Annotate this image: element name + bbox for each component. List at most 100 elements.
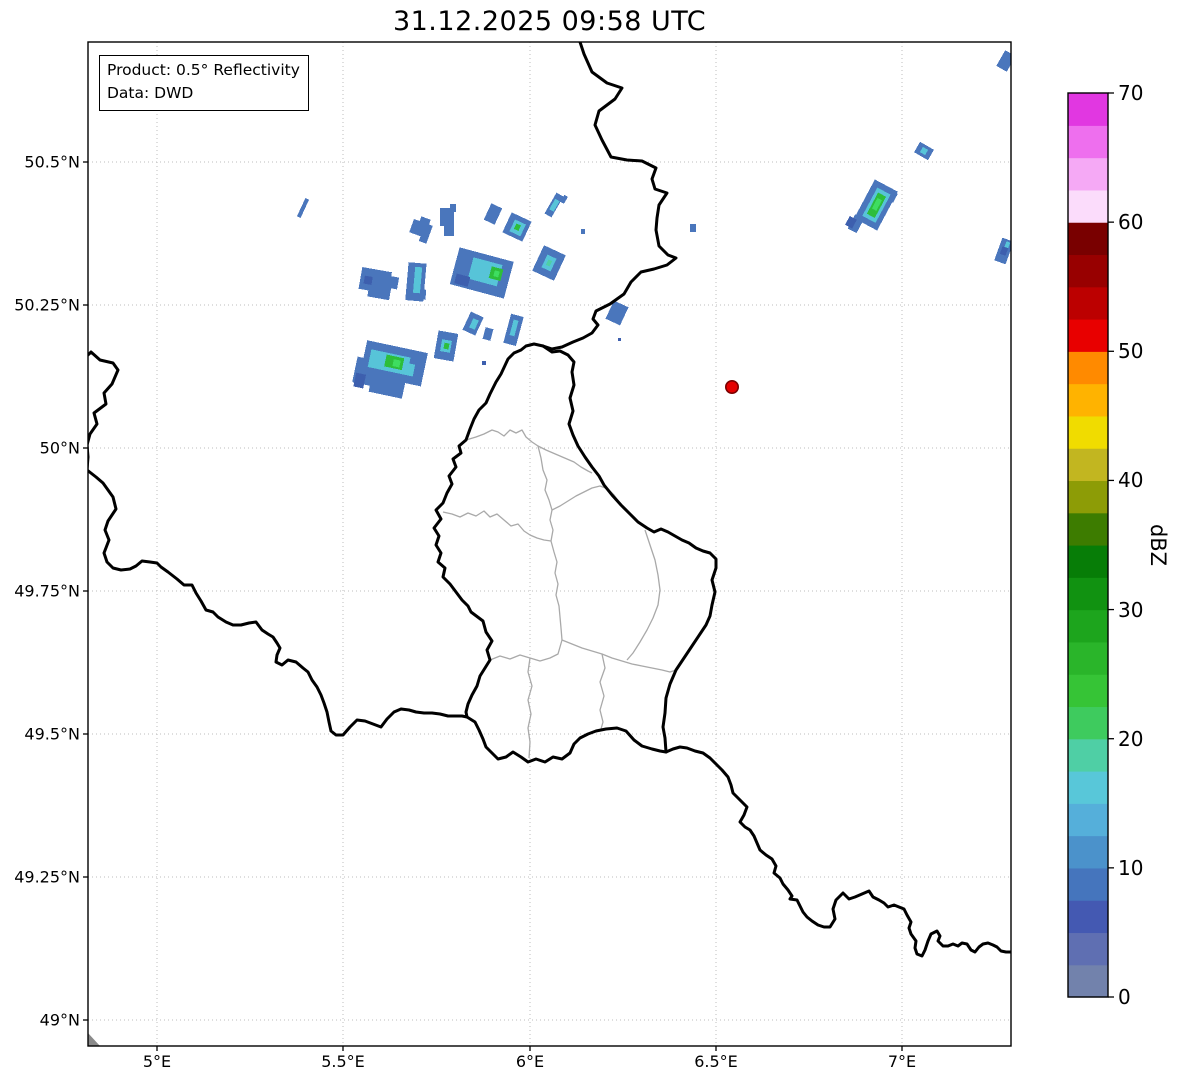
colorbar-frame xyxy=(1067,92,1109,998)
map-corner-fragment xyxy=(88,1033,100,1046)
colorbar-segment xyxy=(1068,867,1108,901)
country-border xyxy=(88,350,469,737)
y-tick-label: 50.5°N xyxy=(24,152,80,172)
echo-cell xyxy=(469,318,479,330)
admin-border xyxy=(561,639,677,673)
echo-cluster xyxy=(914,141,934,161)
echo-cell xyxy=(389,276,400,290)
colorbar-segment xyxy=(1068,577,1108,611)
radar-site-marker xyxy=(724,379,739,394)
echo-cluster xyxy=(502,212,532,242)
echo-cell xyxy=(847,214,865,234)
y-tick-label: 50.25°N xyxy=(14,295,80,315)
colorbar-segment xyxy=(1068,157,1108,191)
colorbar-segment xyxy=(1068,738,1108,772)
colorbar-tick-label: 60 xyxy=(1118,210,1144,235)
x-tick-label: 5°E xyxy=(142,1052,172,1071)
echo-cluster xyxy=(618,338,621,341)
colorbar-segment xyxy=(1068,706,1108,740)
y-tick-label: 49°N xyxy=(39,1010,80,1030)
echo-cluster xyxy=(581,229,585,234)
echo-cell xyxy=(513,223,521,231)
colorbar-segment xyxy=(1068,932,1108,966)
colorbar-tick-label: 50 xyxy=(1118,339,1144,364)
echo-cell xyxy=(919,146,929,156)
country-border xyxy=(541,42,678,351)
echo-cell xyxy=(996,50,1011,72)
echo-cell xyxy=(618,338,621,341)
colorbar-tick-label: 30 xyxy=(1118,597,1144,622)
echo-cell xyxy=(367,284,392,301)
echo-cell xyxy=(392,359,401,368)
echo-cluster xyxy=(532,245,566,281)
x-tick-label: 6°E xyxy=(515,1052,545,1071)
colorbar-segment xyxy=(1068,964,1108,998)
echo-cell xyxy=(545,259,553,267)
country-border xyxy=(432,342,545,719)
colorbar-segment xyxy=(1068,641,1108,675)
colorbar-segment xyxy=(1068,222,1108,256)
echo-cluster xyxy=(605,300,629,326)
colorbar-segment xyxy=(1068,351,1108,385)
colorbar-segment xyxy=(1068,415,1108,449)
colorbar-tick-label: 20 xyxy=(1118,726,1144,751)
echo-cluster xyxy=(483,203,503,225)
echo-cluster xyxy=(482,327,494,341)
admin-border xyxy=(489,639,563,662)
echo-cell xyxy=(419,289,427,300)
country-border xyxy=(664,745,1011,958)
echo-cluster xyxy=(433,330,459,362)
figure-title: 31.12.2025 09:58 UTC xyxy=(392,6,707,37)
colorbar-segment xyxy=(1068,448,1108,482)
reflectivity-echoes xyxy=(296,50,1011,399)
admin-border xyxy=(465,429,593,474)
colorbar-segment xyxy=(1068,674,1108,708)
colorbar-segment xyxy=(1068,835,1108,869)
echo-cell xyxy=(871,197,882,211)
echo-cell xyxy=(887,191,898,203)
x-tick-label: 6.5°E xyxy=(694,1052,738,1071)
echo-cluster xyxy=(845,179,898,234)
colorbar-tick-label: 70 xyxy=(1118,81,1144,105)
plot-area xyxy=(88,42,1011,1046)
echo-cell xyxy=(353,372,367,389)
echo-cell xyxy=(690,224,696,232)
colorbar-tick-label: 0 xyxy=(1118,985,1131,1009)
echo-cell xyxy=(549,198,560,212)
product-line: Product: 0.5° Reflectivity xyxy=(107,61,300,79)
echo-cell xyxy=(845,215,857,229)
echo-cluster xyxy=(690,224,696,232)
colorbar-segment xyxy=(1068,480,1108,514)
y-tick-label: 49.25°N xyxy=(14,867,80,887)
colorbar-segment xyxy=(1068,512,1108,546)
admin-border xyxy=(626,529,661,661)
y-tick-label: 49.75°N xyxy=(14,581,80,601)
echo-cell xyxy=(363,275,373,285)
admin-border xyxy=(442,510,552,542)
echo-cell xyxy=(409,353,422,366)
colorbar-segment xyxy=(1068,254,1108,288)
echo-cluster xyxy=(358,267,400,301)
echo-cluster xyxy=(440,204,456,236)
echo-cell xyxy=(581,229,585,234)
colorbar-tick-label: 40 xyxy=(1118,468,1144,493)
x-tick-label: 7°E xyxy=(887,1052,917,1071)
echo-cell xyxy=(418,216,431,228)
echo-cell xyxy=(1004,241,1011,249)
echo-cluster xyxy=(409,216,433,244)
echo-cell xyxy=(296,198,310,218)
echo-cell xyxy=(454,273,471,287)
echo-cluster xyxy=(462,311,484,336)
echo-cluster xyxy=(449,247,514,299)
echo-cluster xyxy=(482,361,486,365)
echo-cell xyxy=(490,212,500,222)
y-tick-label: 50°N xyxy=(39,438,80,458)
colorbar-segment xyxy=(1068,771,1108,804)
colorbar-segment xyxy=(1068,900,1108,934)
product-annotation-box: Product: 0.5° Reflectivity Data: DWD xyxy=(99,55,309,111)
colorbar-segment xyxy=(1068,189,1108,223)
echo-cell xyxy=(999,246,1009,256)
echo-cell xyxy=(440,208,454,226)
country-border xyxy=(541,344,718,754)
